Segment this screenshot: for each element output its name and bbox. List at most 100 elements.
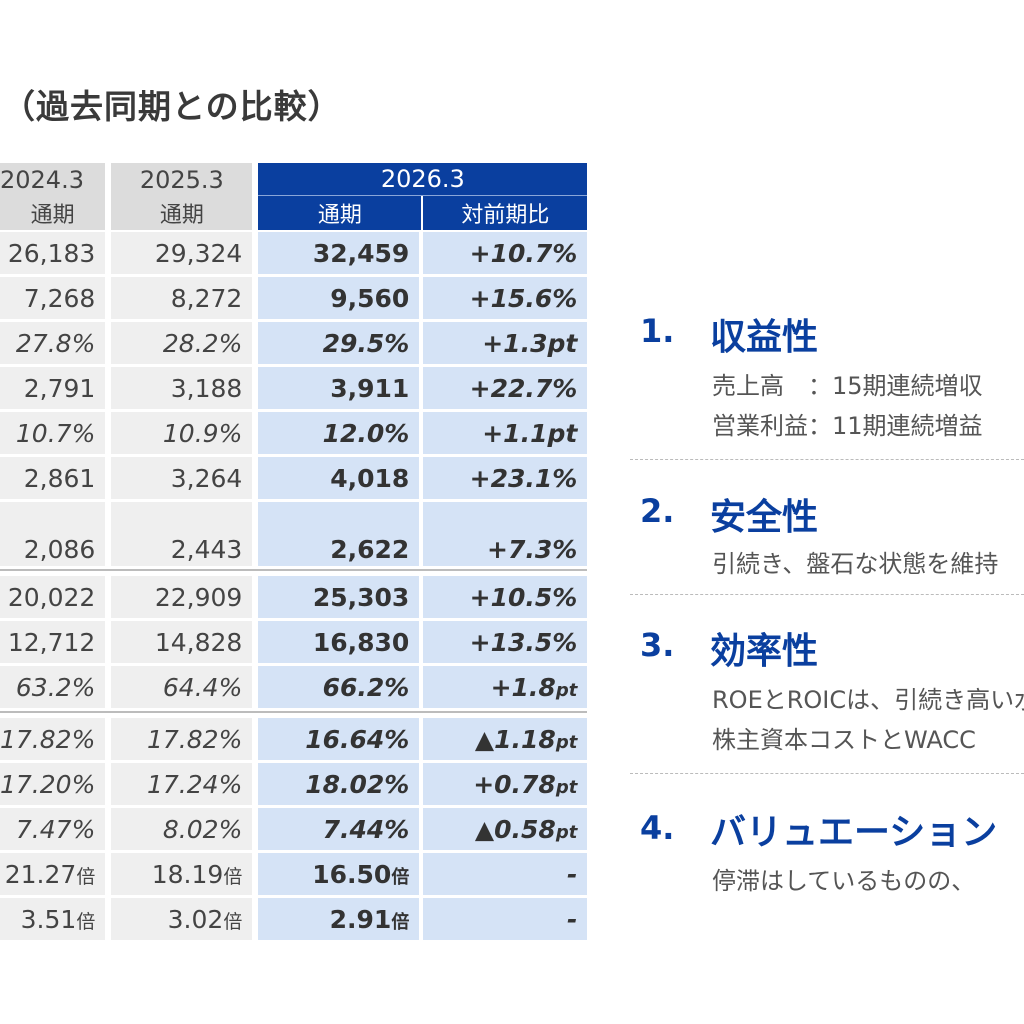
table-header-periods: 2024.3 2025.3 2026.3 [0,163,588,196]
cell-2026: 18.02% [258,763,424,808]
table-row: 3.51倍 3.02倍 2.91倍 - [0,898,588,943]
cell-yoy: +1.1pt [423,412,588,457]
cell-value: 3,911 [330,373,410,403]
cell-2024: 63.2% [0,666,112,711]
cell-value: 2,861 [23,463,96,493]
cell-unit: 倍 [223,865,243,888]
cell-value: 7.47% [15,814,96,844]
cell-value: 2,443 [170,535,243,564]
cell-value: +22.7% [469,373,578,403]
point-line: 株主資本コストとWACC [712,726,976,754]
table-row: 21.27倍 18.19倍 16.50倍 - [0,853,588,898]
cell-2025: 22,909 [111,576,259,621]
cell-value: 25,303 [312,582,410,612]
cell-2025: 17.82% [111,718,259,763]
cell-yoy: +0.78pt [423,763,588,808]
cell-value: +7.3% [487,535,578,564]
header-period-2025: 2025.3 [111,163,259,196]
cell-2026: 9,560 [258,277,424,322]
cell-value: 2,791 [23,373,96,403]
cell-value: +10.7% [469,238,578,268]
cell-2024: 2,086 [0,502,112,569]
table-body: 26,183 29,324 32,459 +10.7% 7,268 8,272 9,560 +… [0,232,588,943]
cell-value: 9,560 [330,283,410,313]
cell-yoy: +7.3% [423,502,588,569]
cell-2025: 3,188 [111,367,259,412]
header-sub-yoy: 対前期比 [423,196,588,230]
row-separator [0,569,588,576]
cell-unit: 倍 [223,910,243,933]
cell-value: 20,022 [7,582,96,612]
cell-2025: 10.9% [111,412,259,457]
header-sub-2024: 通期 [0,196,112,230]
cell-yoy: +10.7% [423,232,588,277]
cell-value: 2,622 [330,535,410,564]
cell-yoy: +22.7% [423,367,588,412]
cell-2026: 29.5% [258,322,424,367]
cell-value: 63.2% [15,672,96,702]
table-row: 7,268 8,272 9,560 +15.6% [0,277,588,322]
cell-2026: 2,622 [258,502,424,569]
cell-value: 10.9% [162,418,243,448]
cell-2025: 64.4% [111,666,259,711]
cell-value: +1.3pt [482,328,578,358]
cell-2025: 14,828 [111,621,259,666]
point-line: 営業利益：11期連続増益 [712,412,983,440]
point-number: 3. [640,626,675,664]
row-separator [0,711,588,718]
cell-2024: 21.27倍 [0,853,112,898]
cell-value: 12.0% [322,418,410,448]
cell-2026: 3,911 [258,367,424,412]
cell-value: +13.5% [469,627,578,657]
cell-unit: 倍 [76,865,96,888]
cell-yoy: +10.5% [423,576,588,621]
cell-yoy: +23.1% [423,457,588,502]
cell-value: +1.8 [490,672,556,702]
table-header-sub: 通期 通期 通期 対前期比 [0,196,588,230]
table-row: 26,183 29,324 32,459 +10.7% [0,232,588,277]
cell-2024: 12,712 [0,621,112,666]
cell-yoy: ▲0.58pt [423,808,588,853]
cell-value: 17.82% [147,724,243,754]
point-line: 引続き、盤石な状態を維持 [712,550,999,578]
table-row: 27.8% 28.2% 29.5% +1.3pt [0,322,588,367]
cell-2026: 7.44% [258,808,424,853]
cell-value: 12,712 [7,627,96,657]
cell-value: 7.44% [322,814,410,844]
cell-2025: 2,443 [111,502,259,569]
cell-value: 22,909 [154,582,243,612]
cell-value: 29.5% [322,328,410,358]
header-period-2026: 2026.3 [258,163,588,196]
cell-unit: pt [555,776,578,798]
cell-value: 18.02% [305,769,410,799]
cell-value: 16.64% [305,724,410,754]
cell-value: - [566,859,578,889]
table-row: 17.20% 17.24% 18.02% +0.78pt [0,763,588,808]
cell-yoy: - [423,853,588,898]
table-row: 10.7% 10.9% 12.0% +1.1pt [0,412,588,457]
divider [630,773,1024,774]
cell-value: 3.02 [167,904,224,934]
cell-unit: 倍 [391,911,410,933]
cell-2025: 3,264 [111,457,259,502]
point-line: 売上高 ：15期連続増収 [712,372,983,400]
cell-2025: 8.02% [111,808,259,853]
cell-2026: 16.64% [258,718,424,763]
cell-value: 2,086 [23,535,96,564]
cell-value: 18.19 [151,859,224,889]
cell-2024: 10.7% [0,412,112,457]
cell-value: 28.2% [162,328,243,358]
cell-2024: 2,861 [0,457,112,502]
header-period-2024: 2024.3 [0,163,112,196]
cell-2025: 8,272 [111,277,259,322]
cell-2025: 17.24% [111,763,259,808]
cell-unit: pt [555,679,578,701]
cell-2026: 25,303 [258,576,424,621]
point-heading: 収益性 [710,317,819,358]
cell-value: ▲0.58 [474,814,556,844]
cell-yoy: +15.6% [423,277,588,322]
table-row: 20,022 22,909 25,303 +10.5% [0,576,588,621]
point-heading: 効率性 [710,631,819,672]
cell-2025: 3.02倍 [111,898,259,943]
cell-yoy: +13.5% [423,621,588,666]
